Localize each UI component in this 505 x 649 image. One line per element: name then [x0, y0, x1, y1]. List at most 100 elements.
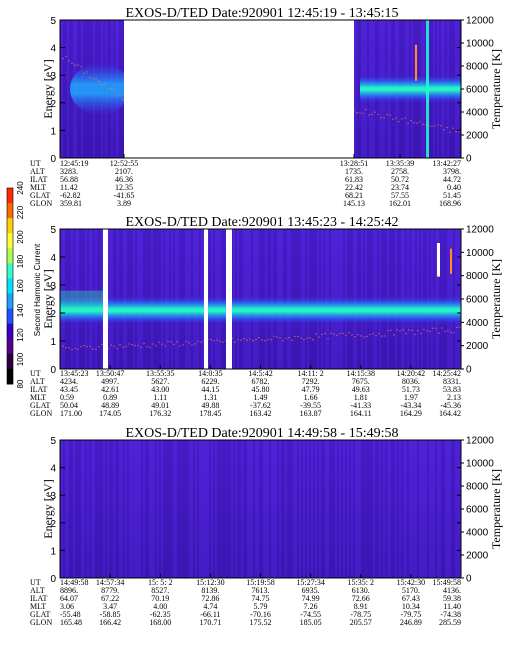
colorbar-swatch: [7, 203, 13, 219]
orbit-cell: 4997.: [101, 377, 119, 386]
temperature-point: [303, 338, 305, 341]
temperature-point: [450, 331, 452, 333]
temperature-point: [371, 113, 373, 115]
temperature-point: [297, 335, 299, 338]
temperature-point: [365, 108, 367, 111]
temperature-point: [377, 113, 379, 115]
orbit-cell: 1.49: [254, 393, 268, 402]
y2-tick-label: 4000: [466, 528, 489, 539]
y2-tick-label: 6000: [466, 295, 489, 306]
y-axis-label: Energy [eV]: [41, 269, 55, 328]
temperature-point: [152, 343, 154, 345]
orbit-cell: 4.74: [203, 602, 217, 611]
temperature-point: [258, 337, 260, 339]
temperature-point: [389, 114, 391, 116]
y2-tick-label: 4000: [466, 318, 489, 329]
orbit-cell: 11.40: [443, 602, 461, 611]
orbit-cell: 56.88: [60, 175, 78, 184]
orbit-row-label: MLT: [30, 602, 46, 611]
colorbar-swatch: [7, 338, 13, 355]
temperature-point: [423, 328, 425, 331]
orbit-row-label: ALT: [30, 377, 45, 386]
temperature-point: [380, 117, 382, 119]
temperature-point: [381, 335, 383, 337]
orbit-cell: 13:42:27: [433, 159, 461, 168]
colorbar-swatch: [7, 233, 13, 249]
temperature-point: [360, 335, 362, 337]
colorbar-tick-label: 180: [16, 254, 25, 268]
orbit-cell: 15:42:30: [397, 578, 425, 587]
y2-tick-label: 6000: [466, 505, 489, 516]
colorbar: 240 220 200 180 160 140 120 100 80 Second Harmon…: [6, 181, 42, 388]
orbit-cell: 4.00: [153, 602, 167, 611]
temperature-point: [288, 336, 290, 339]
orbit-cell: 5170.: [402, 586, 420, 595]
temperature-point: [146, 346, 148, 348]
orbit-cell: 1.66: [304, 393, 318, 402]
temperature-point: [300, 337, 302, 339]
spectrogram-background: [60, 440, 461, 578]
temperature-point: [179, 345, 181, 347]
temperature-point: [237, 339, 239, 341]
temperature-point: [213, 340, 215, 342]
temperature-point: [134, 345, 136, 347]
y-tick-label: 5: [50, 436, 56, 447]
temperature-point: [89, 345, 91, 347]
temperature-point: [417, 330, 419, 332]
y2-tick-label: 0: [466, 154, 472, 165]
orbit-cell: -62.35: [150, 610, 171, 619]
orbit-cell: 74.99: [302, 594, 320, 603]
temperature-point: [342, 332, 344, 335]
orbit-cell: 68.21: [345, 191, 363, 200]
orbit-cell: 162.01: [389, 199, 411, 208]
orbit-row-label: ILAT: [30, 385, 47, 394]
temperature-point: [255, 338, 257, 340]
y2-tick-label: 2000: [466, 131, 489, 142]
colorbar-tick-label: 220: [16, 205, 25, 219]
orbit-cell: 15: 5: 2: [148, 578, 172, 587]
temperature-point: [116, 348, 118, 350]
temperature-point: [167, 340, 169, 342]
temperature-point: [432, 327, 434, 329]
temperature-point: [386, 113, 388, 115]
orbit-cell: 1.97: [404, 393, 418, 402]
orbit-cell: 2.13: [447, 393, 461, 402]
orbit-cell: 14:0:35: [198, 369, 222, 378]
temperature-point: [324, 332, 326, 335]
orbit-cell: 14:5:42: [248, 369, 272, 378]
panel-title: EXOS-D/TED Date:920901 13:45:23 - 14:25:…: [126, 215, 399, 230]
temperature-point: [426, 330, 428, 332]
colorbar-swatch: [7, 353, 13, 370]
temperature-point: [89, 76, 91, 78]
panel-title: EXOS-D/TED Date:920901 12:45:19 - 13:45:…: [126, 6, 399, 21]
colorbar-tick-label: 80: [16, 379, 25, 388]
orbit-cell: 5627.: [151, 377, 169, 386]
orbit-cell: 12:45:19: [60, 159, 88, 168]
orbit-cell: 174.05: [99, 409, 121, 418]
y2-axis-label: Temperature [K]: [489, 259, 503, 339]
emission-spike: [450, 248, 452, 274]
temperature-point: [95, 78, 97, 80]
temperature-point: [438, 332, 440, 334]
temperature-point: [128, 343, 130, 345]
orbit-cell: 64.07: [60, 594, 78, 603]
y-tick-label: 1: [50, 337, 56, 348]
orbit-cell: -79.75: [401, 610, 422, 619]
colorbar-swatch: [7, 278, 13, 295]
orbit-cell: -41.65: [114, 191, 135, 200]
temperature-point: [276, 336, 278, 338]
y-tick-label: 0: [50, 154, 56, 165]
temperature-point: [210, 339, 212, 341]
temperature-point: [113, 88, 115, 90]
orbit-cell: 176.32: [149, 409, 171, 418]
orbit-cell: 7.26: [304, 602, 318, 611]
temperature-point: [312, 339, 314, 341]
temperature-point: [116, 95, 118, 97]
temperature-point: [395, 117, 397, 119]
orbit-cell: 6229.: [201, 377, 219, 386]
y-tick-label: 2: [50, 309, 56, 320]
emission-spike: [426, 20, 429, 158]
temperature-point: [282, 340, 284, 342]
y2-tick-label: 8000: [466, 271, 489, 282]
orbit-row-label: MLT: [30, 393, 46, 402]
